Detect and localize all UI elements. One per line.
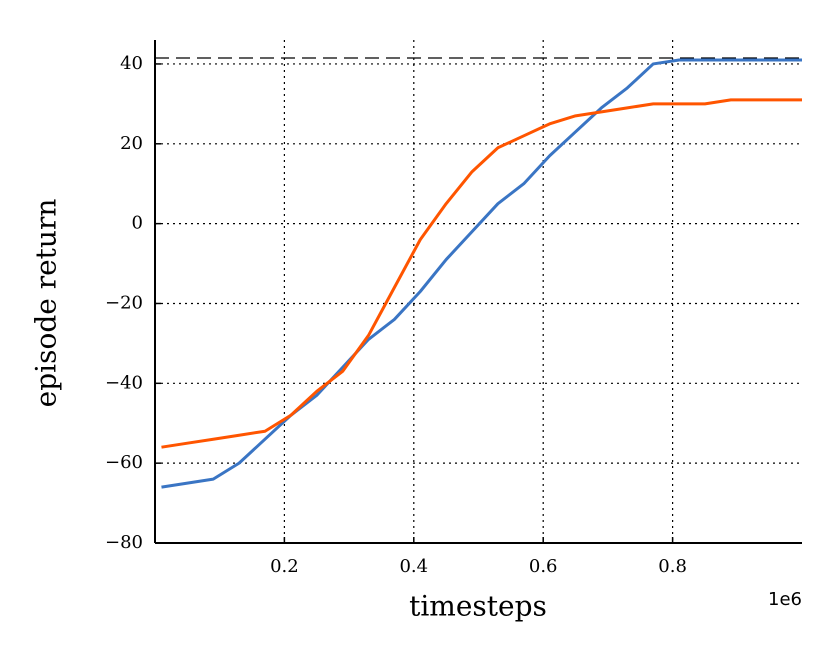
y-tick-label: −80 bbox=[105, 532, 143, 553]
x-axis-label: timesteps bbox=[409, 590, 547, 623]
x-tick-label: 0.6 bbox=[529, 556, 558, 577]
x-tick-label: 0.4 bbox=[399, 556, 428, 577]
y-tick-label: 20 bbox=[120, 133, 143, 154]
series-line bbox=[161, 98, 802, 449]
y-tick-label: 40 bbox=[120, 53, 143, 74]
x-multiplier: 1e6 bbox=[768, 589, 802, 610]
y-tick-label: 0 bbox=[132, 213, 143, 234]
y-tick-label: −20 bbox=[105, 292, 143, 313]
y-tick-label: −40 bbox=[105, 372, 143, 393]
x-tick-label: 0.8 bbox=[658, 556, 687, 577]
x-tick-label: 0.2 bbox=[270, 556, 299, 577]
series-line bbox=[161, 58, 802, 489]
y-axis-label: episode return bbox=[30, 199, 63, 408]
y-tick-label: −60 bbox=[105, 452, 143, 473]
